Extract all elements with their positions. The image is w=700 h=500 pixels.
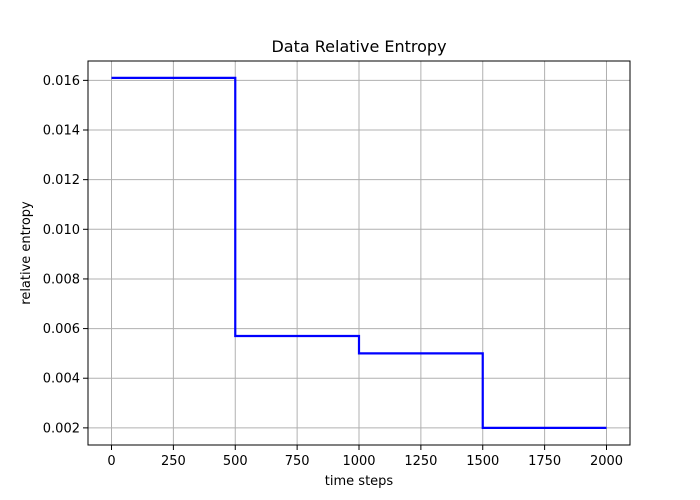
y-tick-label: 0.002 — [43, 421, 80, 436]
x-tick-label: 750 — [285, 454, 310, 469]
x-tick-label: 1250 — [404, 454, 437, 469]
y-axis-label: relative entropy — [19, 201, 34, 305]
x-axis-label: time steps — [325, 474, 394, 489]
grid — [88, 61, 630, 445]
x-tick-label: 1500 — [466, 454, 499, 469]
x-tick-label: 2000 — [590, 454, 623, 469]
x-tick-label: 1750 — [528, 454, 561, 469]
y-tick-label: 0.012 — [43, 173, 80, 188]
y-tick-label: 0.016 — [43, 74, 80, 89]
series-line — [111, 76, 607, 429]
x-tick-label: 250 — [161, 454, 186, 469]
series-layer — [111, 76, 607, 429]
ticks: 0 250 500 750 1000 1250 1500 1750 2000 0.002 0.004… — [43, 74, 623, 469]
chart-title: Data Relative Entropy — [271, 37, 446, 56]
x-tick-label: 500 — [223, 454, 248, 469]
y-tick-label: 0.004 — [43, 372, 80, 387]
x-tick-label: 1000 — [342, 454, 375, 469]
y-tick-label: 0.014 — [43, 124, 80, 139]
y-tick-label: 0.008 — [43, 272, 80, 287]
y-tick-label: 0.010 — [43, 223, 80, 238]
x-tick-label: 0 — [107, 454, 115, 469]
y-tick-label: 0.006 — [43, 322, 80, 337]
